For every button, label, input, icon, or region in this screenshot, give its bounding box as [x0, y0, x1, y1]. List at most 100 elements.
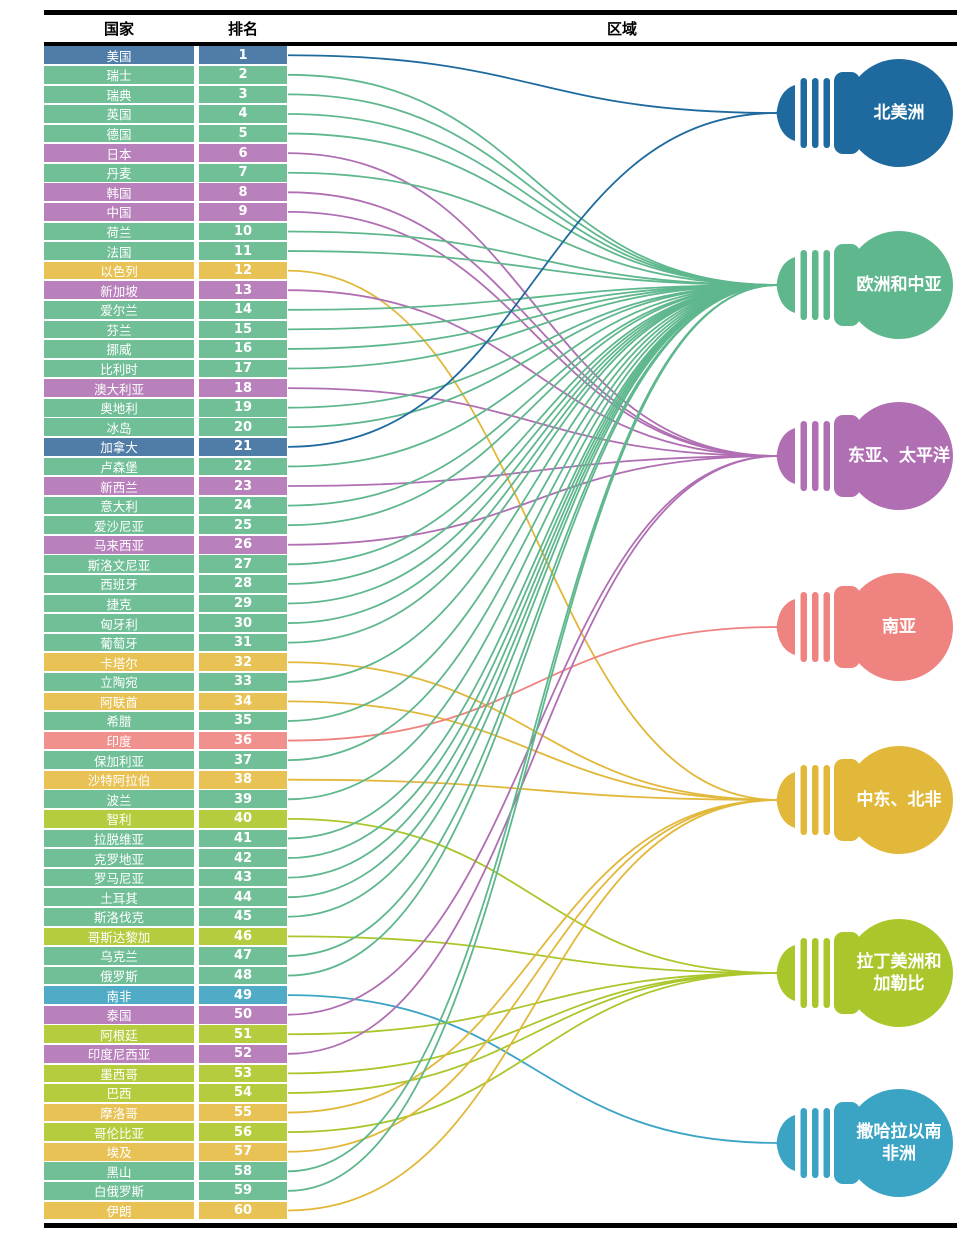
- country-cell: 卡塔尔: [44, 653, 194, 672]
- rank-cell: 44: [199, 888, 287, 907]
- region-label-line: 南亚: [882, 616, 916, 637]
- region-label-line: 拉丁美洲和: [856, 951, 942, 972]
- country-cell: 哥伦比亚: [44, 1123, 194, 1141]
- country-cell: 葡萄牙: [44, 633, 194, 652]
- country-cell: 阿联酋: [44, 692, 194, 711]
- region-funnel-icon: [776, 85, 795, 141]
- flow-curve: [287, 994, 779, 1144]
- rank-cell: 32: [199, 653, 287, 672]
- country-cell: 新西兰: [44, 477, 194, 495]
- country-cell: 挪威: [44, 340, 194, 358]
- flow-curve: [287, 284, 779, 624]
- rank-cell: 30: [199, 614, 287, 632]
- rank-cell: 5: [199, 124, 287, 143]
- region-thread-bar-icon: [800, 765, 807, 835]
- country-cell: 罗马尼亚: [44, 868, 194, 887]
- flow-curve: [287, 284, 779, 370]
- flow-curve: [287, 284, 779, 1173]
- rank-cell: 59: [199, 1182, 287, 1200]
- flow-curve: [287, 230, 779, 286]
- rank-cell: 39: [199, 790, 287, 809]
- country-cell: 乌克兰: [44, 947, 194, 965]
- rank-cell: 29: [199, 594, 287, 613]
- region-bulb-circle: [845, 402, 953, 510]
- top-rule: [44, 10, 957, 15]
- rank-cell: 45: [199, 907, 287, 926]
- flow-curve: [287, 935, 779, 974]
- rank-cell: 50: [199, 1005, 287, 1024]
- region-thread-bar-icon: [812, 592, 819, 662]
- region-label-line: 中东、北非: [856, 789, 942, 810]
- region-thread-bar-icon: [823, 765, 830, 835]
- header-rule: [44, 42, 957, 46]
- flow-curve: [287, 284, 779, 840]
- country-cell: 克罗地亚: [44, 849, 194, 867]
- flow-curve: [287, 972, 779, 1036]
- flow-curve: [287, 54, 779, 114]
- flow-curve: [287, 626, 779, 742]
- rank-cell: 18: [199, 379, 287, 397]
- country-cell: 立陶宛: [44, 672, 194, 691]
- flow-curve: [287, 171, 779, 286]
- region-funnel-icon: [776, 1115, 795, 1171]
- flow-curve: [287, 455, 779, 1055]
- country-cell: 摩洛哥: [44, 1103, 194, 1122]
- country-cell: 瑞典: [44, 85, 194, 104]
- country-cell: 拉脱维亚: [44, 829, 194, 848]
- rank-cell: 42: [199, 849, 287, 867]
- flow-curve: [287, 284, 779, 801]
- region-funnel-icon: [776, 257, 795, 313]
- country-cell: 斯洛文尼亚: [44, 555, 194, 574]
- rank-cell: 56: [199, 1123, 287, 1141]
- region-label-line: 北美洲: [873, 102, 925, 123]
- rank-cell: 13: [199, 281, 287, 300]
- country-cell: 沙特阿拉伯: [44, 770, 194, 789]
- flow-curve: [287, 284, 779, 722]
- country-cell: 加拿大: [44, 438, 194, 456]
- rank-cell: 60: [199, 1201, 287, 1220]
- region-thread-bar-icon: [800, 592, 807, 662]
- flow-curve: [287, 387, 779, 457]
- rank-cell: 55: [199, 1103, 287, 1122]
- rank-cell: 54: [199, 1084, 287, 1102]
- region-funnel-icon: [776, 772, 795, 828]
- region-label-line: 非洲: [882, 1144, 916, 1164]
- region-thread-bar-icon: [812, 250, 819, 320]
- region-thread-bar-icon: [823, 421, 830, 491]
- country-cell: 智利: [44, 810, 194, 828]
- rank-cell: 6: [199, 144, 287, 162]
- flow-curve: [287, 284, 779, 977]
- country-cell: 韩国: [44, 183, 194, 202]
- region-bulb-circle: [845, 919, 953, 1027]
- rank-cell: 9: [199, 203, 287, 221]
- rank-cell: 33: [199, 672, 287, 691]
- flow-curve: [287, 284, 779, 429]
- country-cell: 芬兰: [44, 320, 194, 339]
- rank-cell: 17: [199, 359, 287, 378]
- header-rank-label: 排名: [227, 20, 258, 38]
- rank-cell: 31: [199, 633, 287, 652]
- country-cell: 南非: [44, 986, 194, 1004]
- flow-curve: [287, 455, 779, 546]
- flow-curve: [287, 284, 779, 1192]
- rank-cell: 37: [199, 751, 287, 769]
- country-cell: 匈牙利: [44, 614, 194, 632]
- rank-cell: 53: [199, 1064, 287, 1083]
- country-cell: 意大利: [44, 496, 194, 515]
- region-thread-bar-icon: [823, 250, 830, 320]
- flow-curve: [287, 284, 779, 409]
- rank-cell: 2: [199, 65, 287, 84]
- rank-cell: 19: [199, 398, 287, 417]
- rank-cell: 41: [199, 829, 287, 848]
- country-cell: 澳大利亚: [44, 379, 194, 397]
- rank-cell: 47: [199, 947, 287, 965]
- rank-cell: 23: [199, 477, 287, 495]
- country-cell: 白俄罗斯: [44, 1182, 194, 1200]
- flow-curve: [287, 73, 779, 286]
- rank-cell: 1: [199, 46, 287, 65]
- rank-cell: 15: [199, 320, 287, 339]
- region-thread-bar-icon: [812, 78, 819, 148]
- region-label-line: 撒哈拉以南: [856, 1121, 942, 1142]
